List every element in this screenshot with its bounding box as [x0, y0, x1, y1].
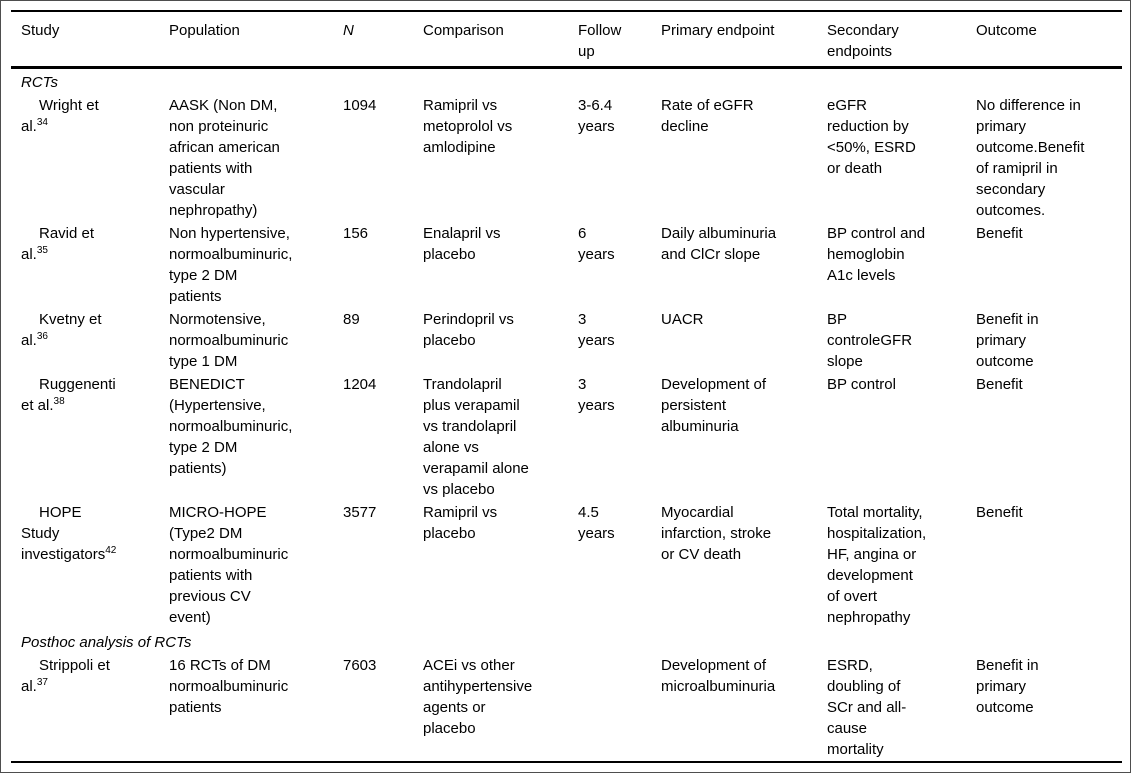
cell-study: Strippoli et al.37 — [11, 654, 169, 762]
cell-primary-endpoint: Daily albuminuria and ClCr slope — [661, 225, 777, 263]
col-header-n: N — [343, 11, 423, 69]
cell-comparison: Enalapril vs placebo — [423, 225, 501, 263]
table-row: Strippoli et al.37 16 RCTs of DM normoal… — [11, 654, 1122, 762]
cell-study: Kvetny et al.36 — [11, 308, 169, 373]
cell-n: 1204 — [343, 376, 377, 393]
cell-outcome: Benefit in primary outcome — [976, 311, 1039, 370]
study-name: Kvetny et al. — [21, 311, 102, 349]
cell-study: HOPE Study investigators42 — [11, 501, 169, 629]
cell-outcome: Benefit — [976, 225, 1023, 242]
cell-outcome: No difference in primary outcome.Benefit… — [976, 97, 1085, 219]
table-row: Kvetny et al.36 Normotensive, normoalbum… — [11, 308, 1122, 373]
table-row: Wright et al.34 AASK (Non DM, non protei… — [11, 94, 1122, 222]
study-name: Wright et al. — [21, 97, 99, 135]
study-name: Strippoli et al. — [21, 657, 110, 695]
reference-superscript: 42 — [105, 545, 117, 556]
col-header-outcome: Outcome — [976, 11, 1122, 69]
cell-outcome: Benefit in primary outcome — [976, 657, 1039, 716]
reference-superscript: 36 — [36, 331, 48, 342]
cell-study: Wright et al.34 — [11, 94, 169, 222]
table-row: Ruggenenti et al.38 BENEDICT (Hypertensi… — [11, 373, 1122, 501]
cell-follow-up: 3 years — [578, 311, 615, 349]
cell-primary-endpoint: Development of microalbuminuria — [661, 657, 776, 695]
section-row-rcts: RCTs — [11, 68, 1122, 95]
cell-n: 89 — [343, 311, 360, 328]
study-name: Ruggenenti et al. — [21, 376, 116, 414]
reference-superscript: 38 — [53, 396, 65, 407]
cell-follow-up — [578, 654, 661, 762]
cell-primary-endpoint: Rate of eGFR decline — [661, 97, 754, 135]
cell-primary-endpoint: Development of persistent albuminuria — [661, 376, 767, 435]
cell-secondary-endpoints: BP control — [827, 376, 896, 393]
clinical-trials-table: Study Population N Comparison Follow up … — [11, 10, 1122, 763]
cell-comparison: ACEi vs other antihypertensive agents or… — [423, 657, 533, 737]
cell-follow-up: 3-6.4 years — [578, 97, 615, 135]
cell-follow-up: 3 years — [578, 376, 615, 414]
col-header-population: Population — [169, 11, 343, 69]
reference-superscript: 34 — [36, 117, 48, 128]
col-header-follow-up: Follow up — [578, 11, 661, 69]
cell-n: 1094 — [343, 97, 377, 114]
study-table-container: Study Population N Comparison Follow up … — [11, 10, 1122, 763]
cell-population: MICRO-HOPE (Type2 DM normoalbuminuric pa… — [169, 504, 289, 626]
table-row: Ravid et al.35 Non hypertensive, normoal… — [11, 222, 1122, 308]
cell-follow-up: 4.5 years — [578, 504, 615, 542]
cell-comparison: Perindopril vs placebo — [423, 311, 514, 349]
reference-superscript: 37 — [36, 677, 48, 688]
section-label-rcts: RCTs — [21, 74, 58, 91]
col-header-secondary-endpoints: Secondary endpoints — [827, 11, 976, 69]
table-header-row: Study Population N Comparison Follow up … — [11, 11, 1122, 69]
cell-population: Normotensive, normoalbuminuric type 1 DM — [169, 311, 289, 370]
cell-comparison: Trandolapril plus verapamil vs trandolap… — [423, 376, 529, 498]
cell-outcome: Benefit — [976, 504, 1023, 521]
cell-n: 156 — [343, 225, 369, 242]
cell-secondary-endpoints: eGFR reduction by <50%, ESRD or death — [827, 97, 916, 177]
cell-population: Non hypertensive, normoalbuminuric, type… — [169, 225, 293, 305]
cell-n: 3577 — [343, 504, 377, 521]
study-name: Ravid et al. — [21, 225, 95, 263]
section-row-posthoc: Posthoc analysis of RCTs — [11, 629, 1122, 654]
reference-superscript: 35 — [36, 245, 48, 256]
cell-comparison: Ramipril vs placebo — [423, 504, 498, 542]
cell-n: 7603 — [343, 657, 377, 674]
cell-secondary-endpoints: BP control and hemoglobin A1c levels — [827, 225, 926, 284]
cell-population: 16 RCTs of DM normoalbuminuric patients — [169, 657, 289, 716]
cell-secondary-endpoints: ESRD, doubling of SCr and all- cause mor… — [827, 657, 907, 758]
cell-population: BENEDICT (Hypertensive, normoalbuminuric… — [169, 376, 293, 477]
col-header-study: Study — [11, 11, 169, 69]
cell-outcome: Benefit — [976, 376, 1023, 393]
cell-population: AASK (Non DM, non proteinuric african am… — [169, 97, 280, 219]
cell-follow-up: 6 years — [578, 225, 615, 263]
cell-study: Ruggenenti et al.38 — [11, 373, 169, 501]
col-header-primary-endpoint: Primary endpoint — [661, 11, 827, 69]
cell-primary-endpoint: UACR — [661, 311, 704, 328]
cell-secondary-endpoints: Total mortality, hospitalization, HF, an… — [827, 504, 927, 626]
cell-comparison: Ramipril vs metoprolol vs amlodipine — [423, 97, 513, 156]
table-row: HOPE Study investigators42 MICRO-HOPE (T… — [11, 501, 1122, 629]
study-name: HOPE Study investigators — [21, 504, 106, 563]
cell-primary-endpoint: Myocardial infarction, stroke or CV deat… — [661, 504, 772, 563]
col-header-comparison: Comparison — [423, 11, 578, 69]
cell-secondary-endpoints: BP controleGFR slope — [827, 311, 913, 370]
section-label-posthoc: Posthoc analysis of RCTs — [21, 634, 192, 651]
cell-study: Ravid et al.35 — [11, 222, 169, 308]
